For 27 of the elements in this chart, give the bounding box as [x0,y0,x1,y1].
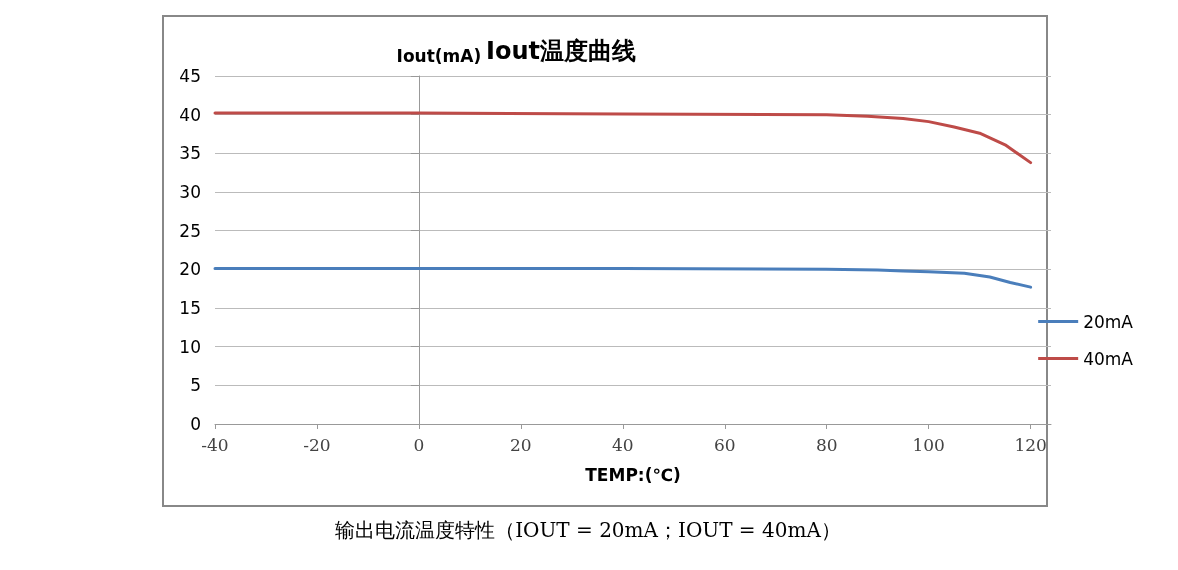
line-series [213,267,1033,289]
x-tick-label: 100 [912,434,945,455]
x-tick-label: -40 [201,434,229,455]
text: 输出电流温度特性（IOUT = 20mA；IOUT = 40mA） [335,518,841,542]
chart-title: Iout温度曲线 [486,37,636,65]
y-tick-label: 35 [179,143,201,164]
x-tick-label: 120 [1014,434,1047,455]
x-tick-label: 80 [815,434,838,455]
y-tick-label: 25 [179,220,201,241]
y-axis-title: Iout(mA) [396,45,482,66]
line-series [213,111,1033,165]
legend-label: 20mA [1083,311,1134,332]
x-tick-label: 20 [510,434,532,455]
x-tick-label: 40 [611,434,634,455]
y-tick-label: 15 [179,298,201,318]
legend-label: 40mA [1083,348,1134,369]
x-axis-title: TEMP:(℃) [585,464,681,485]
y-tick-label: 10 [179,336,201,357]
y-tick-label: 5 [190,375,201,396]
x-tick-label: 0 [413,434,425,455]
y-tick-label: 40 [179,104,201,125]
y-tick-label: 45 [179,66,201,86]
y-tick-label: 30 [179,182,201,202]
x-tick-label: 60 [713,434,736,455]
x-tick-label: -20 [303,434,331,455]
y-tick-label: 20 [179,259,201,280]
y-tick-label: 0 [190,414,201,434]
